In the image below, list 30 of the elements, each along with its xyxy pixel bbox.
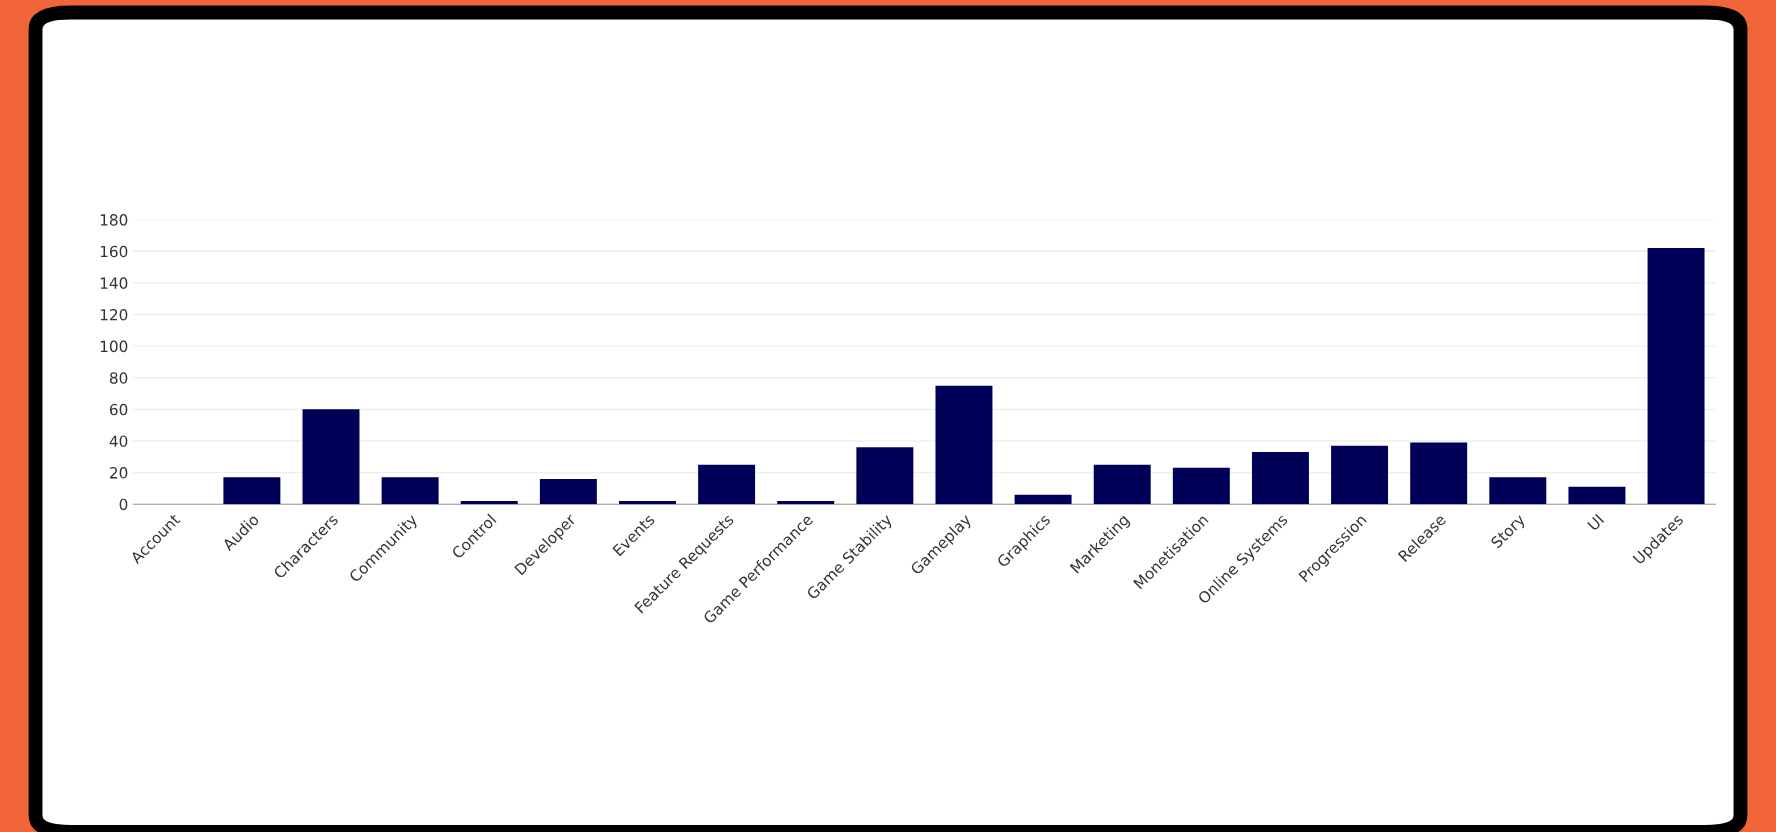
y-tick-label: 180 [100,214,128,226]
y-tick-label: 0 [119,498,128,511]
bar [460,501,518,505]
bar [1093,464,1151,505]
y-tick-label: 160 [100,245,128,258]
y-tick-label: 40 [109,435,128,447]
bar [1251,452,1309,505]
bar [1172,467,1230,505]
y-tick-label: 60 [109,403,128,416]
bar [619,501,676,505]
y-tick-label: 20 [110,467,128,479]
x-tick-label: UI [1587,513,1605,532]
bar [1647,248,1705,505]
bar [539,478,597,505]
bar [777,501,835,505]
y-tick-label: 120 [100,308,128,321]
bar [1331,445,1389,505]
bar [381,477,439,505]
bar [1410,442,1468,505]
y-tick-label: 140 [100,277,128,289]
bar [935,385,993,505]
bar [1489,477,1547,505]
bar [1014,494,1072,505]
bar [223,477,281,505]
bar [698,464,756,505]
bar [302,409,360,505]
y-tick-label: 80 [109,372,128,384]
bar [1568,486,1626,505]
y-tick-label: 100 [100,340,128,353]
bar [856,447,914,505]
